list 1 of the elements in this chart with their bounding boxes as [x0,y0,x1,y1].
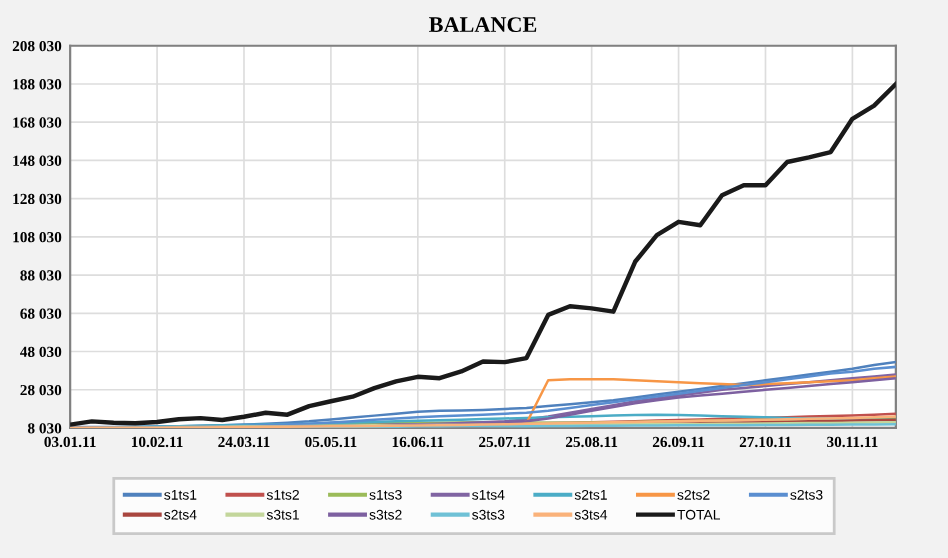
chart-title: BALANCE [429,17,537,33]
